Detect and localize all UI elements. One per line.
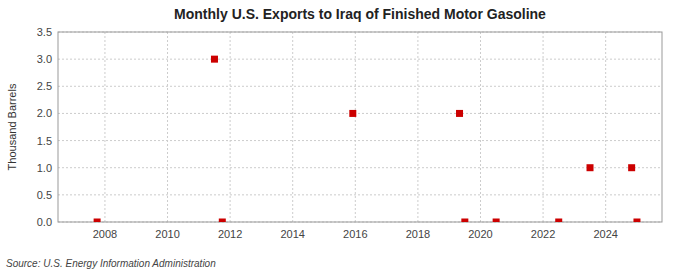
tick-label: 2018 [406, 228, 430, 240]
tick-label: 2022 [531, 228, 555, 240]
grid-line [58, 140, 662, 141]
plot-frame [58, 32, 662, 222]
grid-line [58, 194, 662, 195]
tick-label: 2020 [468, 228, 492, 240]
tick-label: 0.0 [37, 216, 52, 228]
grid-line [167, 32, 168, 222]
grid-line [292, 32, 293, 222]
point [555, 219, 562, 223]
point [461, 219, 468, 223]
point [211, 56, 218, 63]
grid-line [58, 113, 662, 114]
point [587, 164, 594, 171]
grid-line [58, 167, 662, 168]
point [349, 110, 356, 117]
tick-label: 3.5 [37, 26, 52, 38]
grid-line [355, 32, 356, 222]
grid-line [480, 32, 481, 222]
grid [58, 32, 662, 222]
tick-label: 0.5 [37, 189, 52, 201]
axis-label: Thousand Barrels [6, 83, 18, 170]
tick-label: 2016 [343, 228, 367, 240]
source: Source: U.S. Energy Information Administ… [6, 258, 216, 269]
grid-line [230, 32, 231, 222]
tick-label: 2.0 [37, 107, 52, 119]
tick-label: 2010 [155, 228, 179, 240]
tick-label: 1.0 [37, 162, 52, 174]
chart: Monthly U.S. Exports to Iraq of Finished… [0, 0, 675, 275]
tick-label: 2012 [218, 228, 242, 240]
grid-line [58, 59, 662, 60]
tick-label: 2014 [280, 228, 304, 240]
point [633, 219, 640, 223]
points [94, 56, 641, 222]
title: Monthly U.S. Exports to Iraq of Finished… [174, 6, 546, 22]
tick-label: 3.0 [37, 53, 52, 65]
tick-label: 2008 [93, 228, 117, 240]
grid-line [605, 32, 606, 222]
point [493, 219, 500, 223]
grid-line [58, 86, 662, 87]
grid-line [543, 32, 544, 222]
point [456, 110, 463, 117]
grid-line [417, 32, 418, 222]
tick-label: 1.5 [37, 135, 52, 147]
tick-label: 2.5 [37, 80, 52, 92]
tick-label: 2024 [593, 228, 617, 240]
point [94, 219, 101, 223]
point [219, 219, 226, 223]
grid-line [104, 32, 105, 222]
point [628, 164, 635, 171]
